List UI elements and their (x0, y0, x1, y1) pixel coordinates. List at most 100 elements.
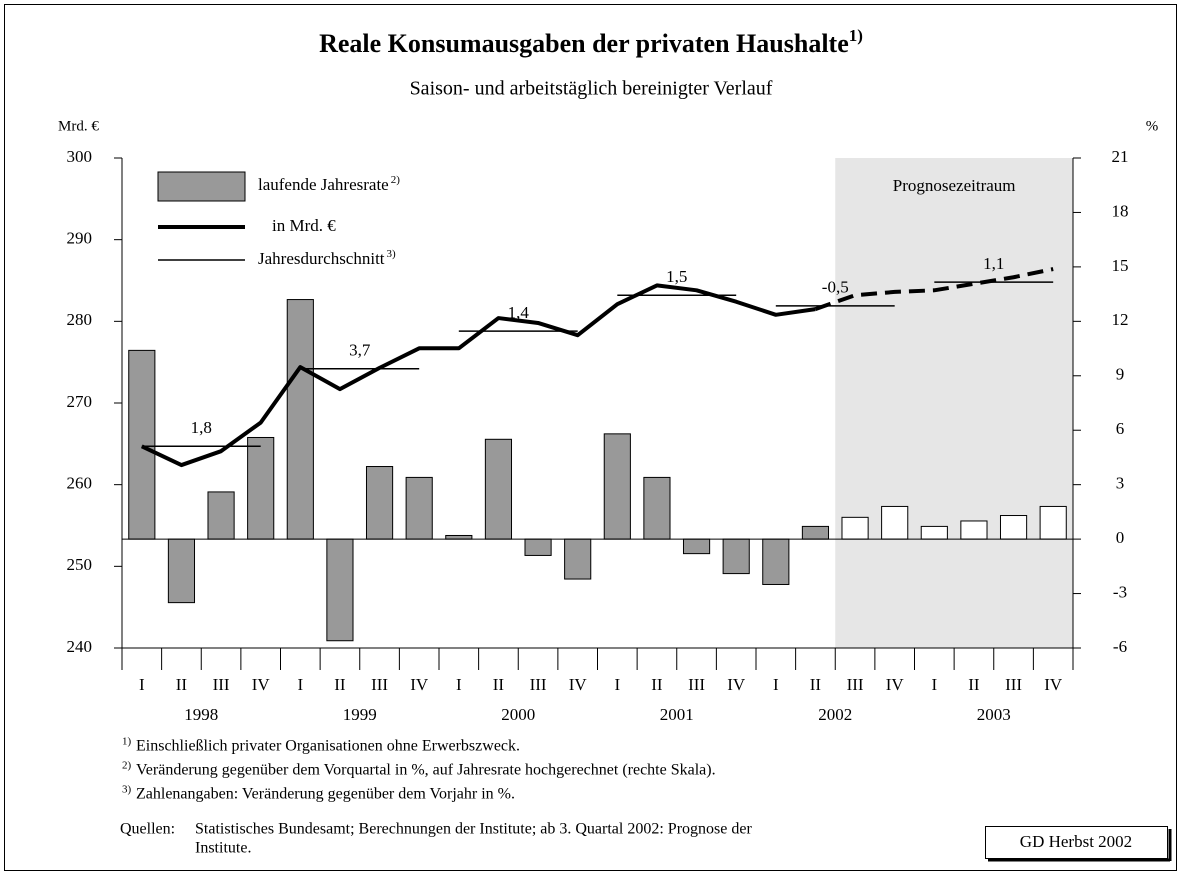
bar (365, 466, 394, 540)
x-tick-label: II (810, 675, 822, 694)
y2-tick-label: 18 (1112, 201, 1129, 220)
growth-label: 1,5 (666, 267, 687, 286)
bar (167, 538, 196, 604)
growth-label: -0,5 (822, 278, 849, 297)
legend-entry: in Mrd. € (272, 216, 336, 235)
x-tick-label: II (651, 675, 663, 694)
legend-name: in Mrd. € (272, 216, 336, 235)
y2-tick-label: 9 (1116, 365, 1125, 384)
footnote-text: Veränderung gegenüber dem Vorquartal in … (136, 762, 716, 779)
y-tick-label: 240 (67, 637, 93, 656)
x-tick-label: III (530, 675, 547, 694)
x-tick-label: III (1005, 675, 1022, 694)
year-label: 2001 (660, 705, 694, 724)
bar (247, 436, 275, 540)
x-tick-label: I (297, 675, 303, 694)
year-label: 1999 (343, 705, 377, 724)
x-tick-label: I (931, 675, 937, 694)
year-label: 2003 (977, 705, 1011, 724)
bar (999, 515, 1028, 540)
bar (445, 534, 473, 540)
footnote-mark: 3) (122, 784, 132, 796)
bar (603, 433, 631, 540)
x-tick-label: I (614, 675, 620, 694)
y2-axis-label: % (1146, 118, 1159, 134)
footnote-text: Zahlenangaben: Veränderung gegenüber dem… (136, 786, 515, 803)
forecast-line (814, 267, 1054, 311)
x-tick-label: I (139, 675, 145, 694)
y-axis-label: Mrd. € (58, 118, 99, 134)
bar (762, 538, 790, 585)
x-tick-label: II (493, 675, 505, 694)
bar (128, 349, 156, 540)
growth-label: 1,8 (191, 418, 212, 437)
y2-tick-label: 0 (1116, 528, 1125, 547)
y-tick-label: 300 (67, 147, 93, 166)
legend-name: Jahresdurchschnitt (258, 249, 385, 268)
legend-name: laufende Jahresrate (258, 175, 389, 194)
bar (881, 505, 909, 540)
bar (920, 525, 948, 540)
growth-label: 3,7 (349, 341, 371, 360)
badge: GD Herbst 2002 (1020, 832, 1132, 851)
x-tick-label: IV (886, 675, 905, 694)
source-label: Quellen: (120, 821, 175, 838)
bar (326, 538, 354, 642)
x-tick-label: III (213, 675, 230, 694)
bar (207, 491, 235, 540)
footnote-mark: 1) (122, 736, 132, 748)
x-tick-label: II (176, 675, 188, 694)
x-tick-label: III (371, 675, 388, 694)
legend-entry: laufende Jahresrate 2) (258, 174, 400, 194)
year-label: 1998 (184, 705, 218, 724)
x-tick-label: IV (410, 675, 429, 694)
chart-title-text: Reale Konsumausgaben der privaten Hausha… (319, 26, 863, 58)
bar (960, 520, 988, 540)
bar (682, 538, 711, 555)
frame (4, 4, 1177, 871)
x-tick-label: I (773, 675, 779, 694)
x-tick-label: II (334, 675, 346, 694)
y2-tick-label: 12 (1112, 310, 1129, 329)
source-text: Statistisches Bundesamt; Berechnungen de… (195, 821, 752, 838)
growth-label: 1,1 (983, 254, 1004, 273)
x-tick-label: III (847, 675, 864, 694)
x-tick-label: IV (252, 675, 271, 694)
bar (722, 538, 750, 575)
x-tick-label: IV (569, 675, 588, 694)
chart-title: Reale Konsumausgaben der privaten Hausha… (319, 29, 849, 58)
bar (564, 538, 592, 580)
bar (643, 476, 671, 540)
y2-tick-label: -3 (1113, 582, 1127, 601)
bar (405, 476, 433, 540)
y-tick-label: 250 (67, 555, 93, 574)
bar (1039, 505, 1067, 540)
y2-tick-label: 6 (1116, 419, 1125, 438)
year-label: 2000 (501, 705, 535, 724)
bar (841, 516, 869, 540)
legend-entry: Jahresdurchschnitt 3) (258, 248, 396, 268)
y2-tick-label: 21 (1112, 147, 1129, 166)
subtitle: Saison- und arbeitstäglich bereinigter V… (410, 78, 773, 100)
bar (286, 299, 314, 540)
x-tick-label: I (456, 675, 462, 694)
x-tick-label: III (688, 675, 705, 694)
forecast-zone (835, 158, 1073, 648)
x-tick-label: II (968, 675, 980, 694)
legend-footnote: 2) (391, 174, 401, 186)
y-tick-label: 290 (67, 229, 93, 248)
y2-tick-label: -6 (1113, 637, 1127, 656)
footnote-text: Einschließlich privater Organisationen o… (136, 738, 520, 755)
line (140, 283, 816, 468)
bar (484, 438, 513, 540)
title-footnote: 1) (849, 26, 863, 45)
legend-swatch (157, 171, 246, 202)
y-tick-label: 260 (67, 474, 93, 493)
x-tick-label: IV (1044, 675, 1063, 694)
bar (801, 525, 830, 540)
growth-label: 1,4 (508, 303, 530, 322)
y-tick-label: 270 (67, 392, 93, 411)
footnote-mark: 2) (122, 760, 132, 772)
